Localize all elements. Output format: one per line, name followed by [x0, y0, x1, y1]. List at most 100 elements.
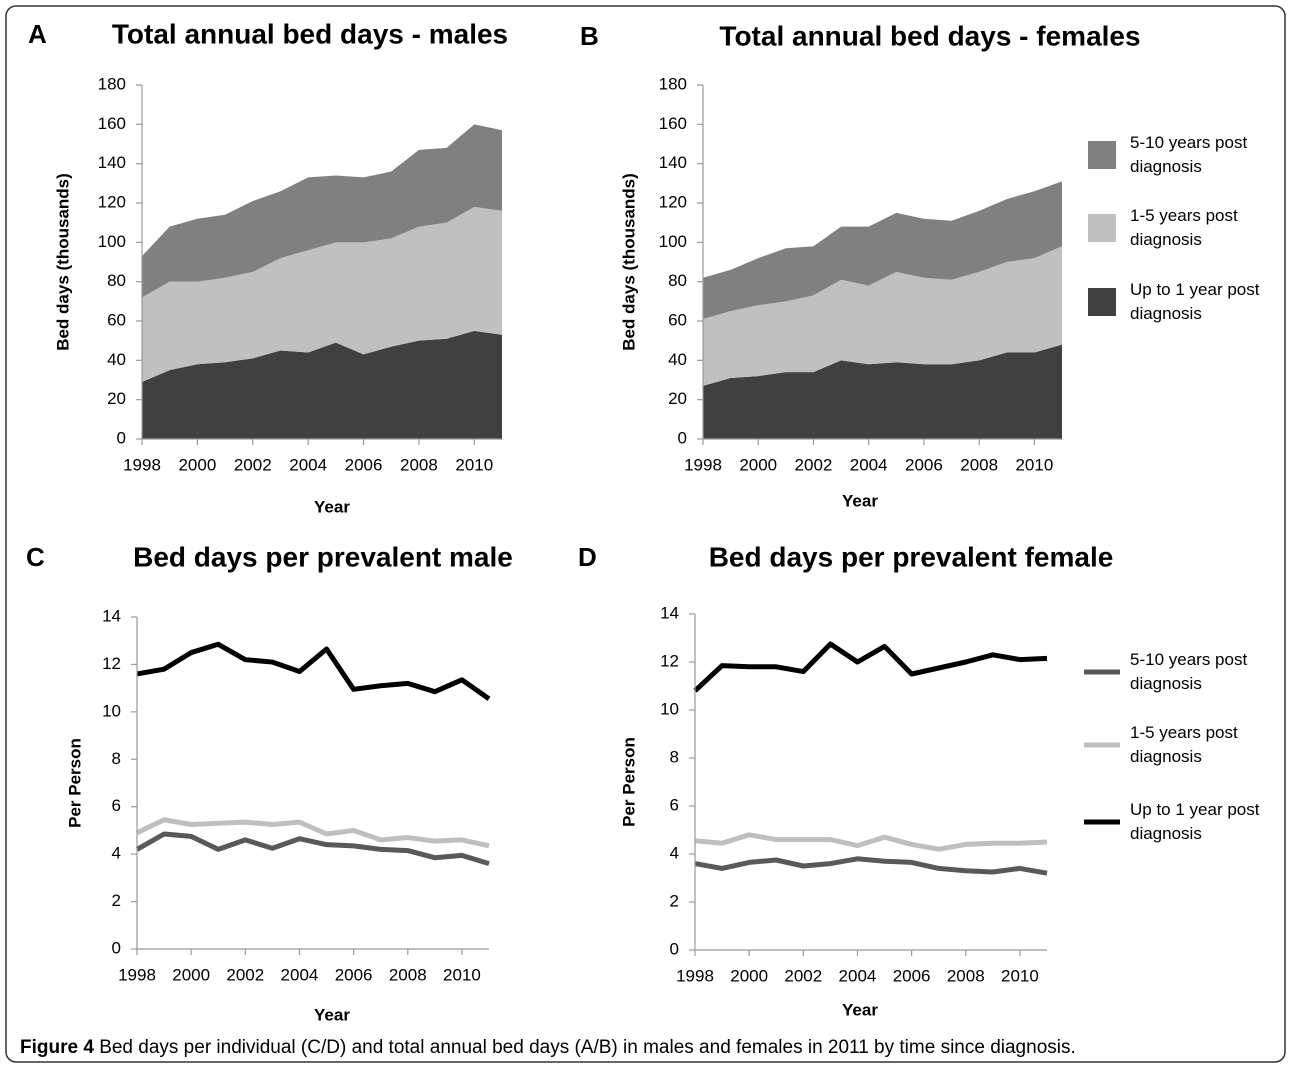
area	[703, 246, 1062, 386]
x-tick-label: 2002	[795, 455, 833, 474]
legend-entry: 5-10 years post diagnosis	[1130, 133, 1248, 176]
x-tick-label: 2002	[784, 966, 822, 985]
x-tick-label: 2000	[739, 455, 777, 474]
legend-entry: 1-5 years post diagnosis	[1130, 206, 1238, 249]
y-tick-label: 0	[670, 939, 679, 958]
x-tick-label: 2000	[172, 965, 210, 984]
y-tick-label: 6	[670, 795, 679, 814]
y-tick-label: 120	[98, 192, 126, 211]
chart-title: Total annual bed days - males	[112, 18, 508, 49]
y-tick-label: 180	[98, 74, 126, 93]
line	[135, 817, 490, 849]
y-tick-label: 14	[102, 606, 121, 625]
y-tick-label: 2	[112, 891, 121, 910]
x-tick-label: 2008	[947, 966, 985, 985]
x-tick-label: 2004	[281, 965, 319, 984]
chart-title: Bed days per prevalent male	[133, 541, 513, 572]
legend-label: 5-10 years post diagnosis	[1130, 133, 1248, 176]
y-tick-label: 160	[659, 114, 687, 133]
x-tick-label: 1998	[118, 965, 156, 984]
y-tick-label: 2	[670, 891, 679, 910]
x-tick-label: 2004	[850, 455, 888, 474]
y-tick-label: 20	[107, 389, 126, 408]
y-tick-label: 4	[670, 843, 679, 862]
x-tick-label: 2004	[839, 966, 877, 985]
y-tick-label: 140	[659, 153, 687, 172]
x-tick-label: 2002	[234, 455, 272, 474]
legend-swatch	[1088, 214, 1116, 242]
x-tick-label: 2008	[400, 455, 438, 474]
x-tick-label: 2000	[730, 966, 768, 985]
legend-label: Up to 1 year post diagnosis	[1130, 280, 1260, 323]
x-tick-label: 2008	[389, 965, 427, 984]
chart-title: Bed days per prevalent female	[709, 541, 1114, 572]
y-tick-label: 4	[112, 844, 121, 863]
y-tick-label: 8	[112, 749, 121, 768]
x-tick-label: 2006	[335, 965, 373, 984]
panel-letter: D	[578, 542, 597, 572]
y-tick-label: 40	[668, 350, 687, 369]
y-tick-label: 120	[659, 192, 687, 211]
legend-entry: 5-10 years post diagnosis	[1130, 650, 1248, 693]
y-tick-label: 80	[107, 271, 126, 290]
x-tick-label: 2004	[289, 455, 327, 474]
y-axis-title: Bed days (thousands)	[619, 173, 638, 351]
x-tick-label: 2000	[178, 455, 216, 474]
line	[694, 856, 1048, 876]
line	[693, 641, 1048, 693]
caption-text: Bed days per individual (C/D) and total …	[99, 1037, 1076, 1058]
chart-title: Total annual bed days - females	[719, 20, 1140, 51]
x-tick-label: 2010	[1001, 966, 1039, 985]
y-tick-label: 0	[112, 938, 121, 957]
x-axis-title: Year	[842, 491, 878, 510]
y-tick-label: 20	[668, 389, 687, 408]
y-tick-label: 140	[98, 153, 126, 172]
area	[703, 344, 1062, 439]
area	[703, 181, 1062, 320]
y-tick-label: 14	[660, 603, 679, 622]
x-tick-label: 1998	[684, 455, 722, 474]
x-tick-label: 1998	[676, 966, 714, 985]
area	[142, 124, 502, 298]
x-tick-label: 2006	[893, 966, 931, 985]
y-tick-label: 60	[107, 310, 126, 329]
legend-label: 1-5 years post diagnosis	[1130, 206, 1238, 249]
y-tick-label: 180	[659, 74, 687, 93]
x-tick-label: 2010	[455, 455, 493, 474]
panel-letter: A	[28, 19, 47, 49]
legend-label: Up to 1 year post diagnosis	[1130, 800, 1260, 843]
y-tick-label: 6	[112, 796, 121, 815]
x-axis-title: Year	[314, 1005, 350, 1024]
y-axis-title: Per Person	[619, 737, 638, 827]
line	[136, 641, 491, 701]
x-axis-title: Year	[314, 497, 350, 516]
y-tick-label: 0	[678, 428, 687, 447]
y-tick-label: 0	[117, 428, 126, 447]
legend-entry: 1-5 years post diagnosis	[1130, 723, 1238, 766]
y-tick-label: 80	[668, 271, 687, 290]
legend-label: 1-5 years post diagnosis	[1130, 723, 1238, 766]
line	[694, 832, 1048, 852]
legend-entry: Up to 1 year post diagnosis	[1130, 800, 1260, 843]
y-tick-label: 160	[98, 114, 126, 133]
x-tick-label: 2002	[226, 965, 264, 984]
x-tick-label: 2010	[443, 965, 481, 984]
x-tick-label: 2006	[345, 455, 383, 474]
x-tick-label: 2008	[960, 455, 998, 474]
legend-entry: Up to 1 year post diagnosis	[1130, 280, 1260, 323]
legend-swatch	[1088, 288, 1116, 316]
y-tick-label: 10	[102, 701, 121, 720]
panel-letter: B	[580, 21, 599, 51]
legend-swatch	[1088, 141, 1116, 169]
y-tick-label: 40	[107, 350, 126, 369]
x-tick-label: 1998	[123, 455, 161, 474]
x-tick-label: 2010	[1015, 455, 1053, 474]
y-tick-label: 8	[670, 747, 679, 766]
legend-label: 5-10 years post diagnosis	[1130, 650, 1248, 693]
y-tick-label: 100	[98, 232, 126, 251]
y-tick-label: 100	[659, 232, 687, 251]
area	[142, 330, 502, 439]
line	[135, 831, 490, 867]
x-tick-label: 2006	[905, 455, 943, 474]
caption: Figure 4 Bed days per individual (C/D) a…	[20, 1037, 1076, 1058]
